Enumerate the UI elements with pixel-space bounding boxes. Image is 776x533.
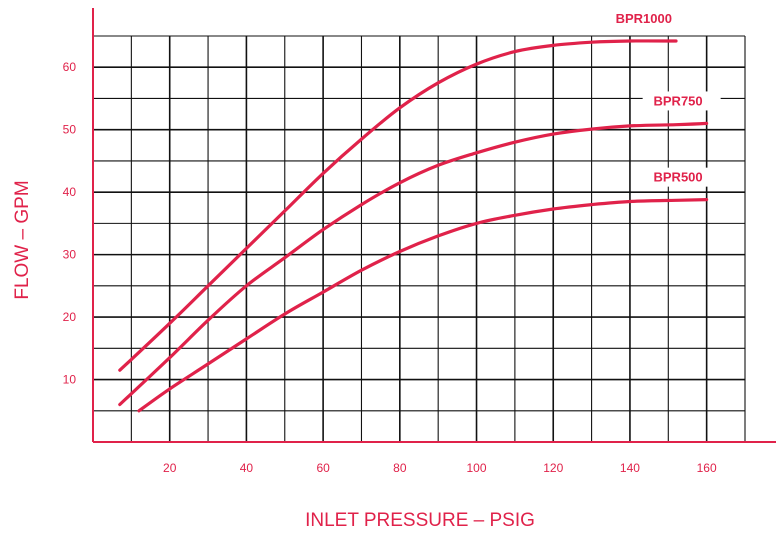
series-label-bpr750: BPR750 [654, 93, 703, 108]
x-tick-label: 80 [393, 461, 407, 475]
tick-labels: 20 40 60 80 100 120 140 160 10 20 30 40 50 60 [63, 60, 717, 475]
series-label-background [611, 8, 690, 28]
x-tick-label: 20 [163, 461, 177, 475]
y-tick-label: 50 [63, 123, 77, 137]
x-tick-label: 60 [316, 461, 330, 475]
x-tick-label: 160 [697, 461, 717, 475]
series-label-background [642, 91, 721, 111]
grid [93, 35, 746, 442]
series-lines [118, 39, 709, 413]
y-axis-title: FLOW – GPM [12, 180, 33, 299]
x-axis-title: INLET PRESSURE – PSIG [305, 510, 535, 531]
x-tick-label: 100 [467, 461, 487, 475]
y-tick-label: 60 [63, 60, 77, 74]
series-line-bpr750 [118, 121, 709, 407]
y-tick-label: 40 [63, 185, 77, 199]
x-tick-label: 40 [240, 461, 254, 475]
series-label-bpr500: BPR500 [654, 170, 703, 185]
x-tick-label: 140 [620, 461, 640, 475]
series-label-bpr1000: BPR1000 [616, 11, 672, 26]
x-tick-label: 120 [543, 461, 563, 475]
y-tick-label: 30 [63, 248, 77, 262]
series-label-background [642, 167, 721, 187]
y-tick-label: 20 [63, 310, 77, 324]
series-line-bpr500 [137, 198, 709, 413]
axes [92, 8, 776, 443]
series-line-bpr1000 [118, 39, 678, 372]
y-tick-label: 10 [63, 373, 77, 387]
series-labels: BPR1000 BPR750 BPR500 [611, 8, 721, 187]
